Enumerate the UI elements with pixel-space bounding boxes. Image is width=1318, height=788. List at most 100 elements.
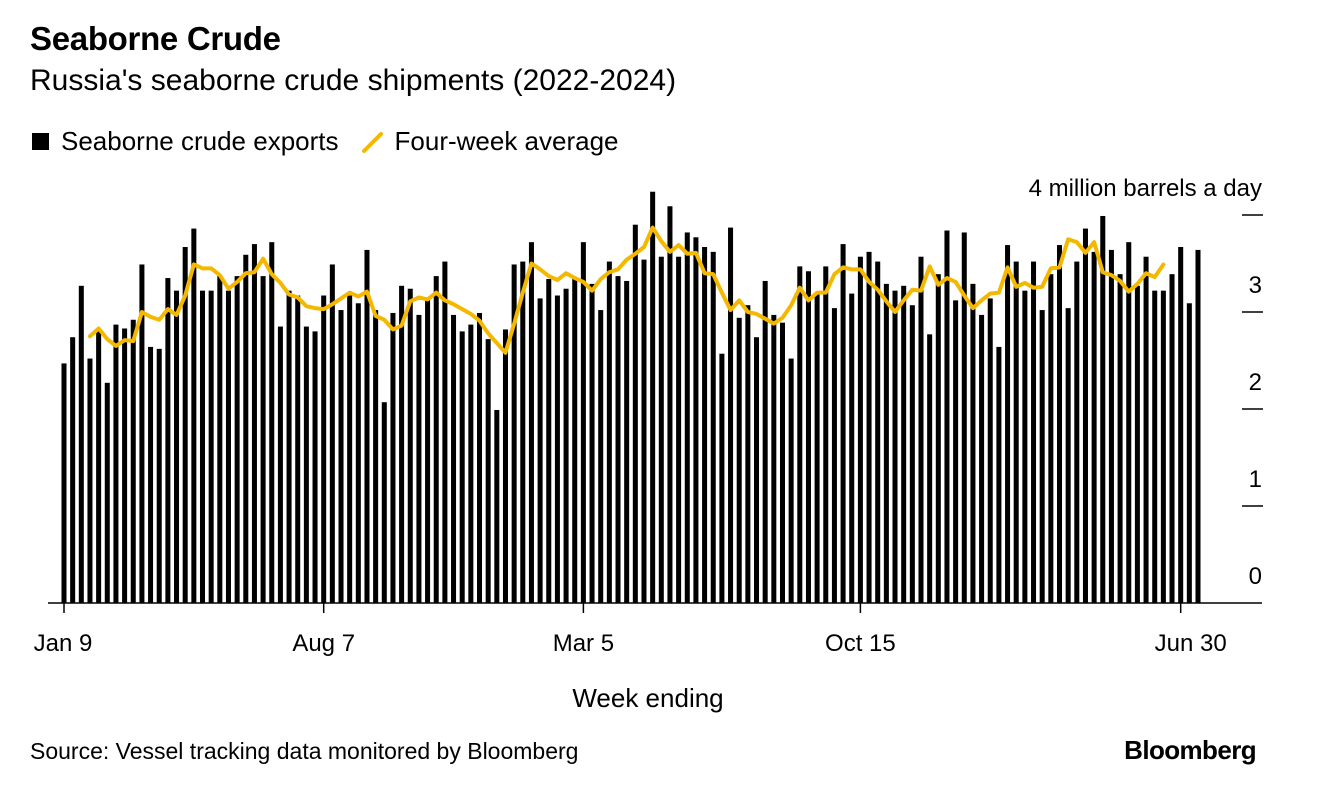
bar	[70, 337, 76, 603]
x-tick-label: Oct 15	[825, 630, 896, 657]
bar	[710, 251, 716, 604]
bar	[719, 353, 725, 603]
bar	[979, 314, 985, 603]
bar	[935, 274, 941, 603]
bar	[1082, 228, 1088, 603]
bar	[199, 290, 206, 603]
legend-item-average: Four-week average	[361, 126, 619, 157]
bar	[451, 314, 457, 603]
legend: Seaborne crude exports Four-week average	[32, 126, 641, 157]
bar	[788, 358, 794, 603]
bar	[1005, 245, 1011, 603]
bar	[589, 283, 595, 603]
bar	[676, 256, 682, 603]
bar	[269, 242, 275, 603]
bar	[78, 285, 84, 603]
bar	[1039, 310, 1045, 603]
bar	[849, 293, 855, 603]
bar	[927, 334, 933, 603]
bar	[1117, 274, 1123, 603]
x-tick-label: Jan 9	[34, 630, 93, 657]
x-tick-label: Aug 7	[292, 630, 355, 657]
bar	[61, 363, 67, 603]
y-tick-label: 1	[1249, 466, 1262, 493]
bar	[260, 276, 266, 603]
bar	[1091, 251, 1097, 604]
bar	[442, 261, 448, 603]
bar	[728, 227, 734, 604]
bar	[805, 271, 811, 603]
bar	[909, 305, 915, 603]
bar	[563, 288, 569, 603]
bar-series	[61, 191, 1201, 604]
bar	[1048, 274, 1054, 603]
bar	[702, 247, 708, 603]
bar	[113, 324, 119, 603]
bar	[1186, 303, 1192, 603]
bar	[364, 249, 370, 604]
bar	[321, 295, 327, 603]
x-axis-title: Week ending	[572, 683, 723, 713]
bar	[208, 290, 214, 603]
bar	[1074, 261, 1080, 603]
bar	[641, 259, 647, 603]
bar	[243, 254, 249, 603]
bar	[1134, 285, 1140, 603]
bar-swatch-icon	[32, 133, 49, 150]
bar	[407, 288, 413, 603]
bar	[840, 244, 846, 603]
bar	[1031, 261, 1037, 603]
bar	[130, 319, 136, 603]
y-tick-label: 4 million barrels a day	[1029, 175, 1262, 202]
bar	[1065, 308, 1071, 603]
bar	[329, 264, 335, 603]
bar	[667, 206, 673, 603]
bar	[1100, 215, 1106, 603]
bar	[944, 230, 950, 603]
x-tick-label: Mar 5	[553, 630, 614, 657]
bar	[693, 237, 699, 603]
bar	[857, 256, 863, 603]
bar	[572, 279, 578, 603]
bar	[970, 283, 976, 603]
bar	[148, 346, 154, 603]
bar	[745, 305, 751, 603]
bar	[485, 339, 491, 603]
bar	[502, 329, 508, 603]
bar	[96, 331, 102, 603]
y-axis: 0 1 2 3 4 million barrels a day	[1029, 175, 1263, 590]
bar	[901, 285, 907, 603]
bar	[866, 251, 872, 604]
bar	[953, 300, 959, 603]
bar	[433, 276, 439, 603]
line-swatch-icon	[361, 131, 383, 153]
bar	[814, 293, 820, 603]
x-tick-label: Jun 30	[1155, 630, 1227, 657]
bar	[425, 298, 431, 603]
bar	[468, 324, 474, 603]
bar	[892, 290, 898, 603]
bar	[416, 314, 422, 603]
bar	[1152, 290, 1158, 603]
bar	[918, 256, 924, 603]
bar	[537, 298, 543, 603]
bar	[182, 247, 188, 603]
bar	[225, 290, 231, 603]
bar	[762, 280, 768, 603]
bar	[234, 276, 240, 603]
bar	[1160, 290, 1166, 603]
bar	[528, 242, 534, 603]
legend-label-exports: Seaborne crude exports	[61, 126, 339, 156]
bar	[606, 261, 612, 603]
bar	[658, 256, 664, 603]
bar	[217, 276, 223, 603]
x-axis: Jan 9 Aug 7 Mar 5 Oct 15 Jun 30	[34, 603, 1227, 657]
bar	[312, 331, 318, 603]
bar	[347, 295, 353, 603]
bar	[615, 276, 621, 603]
bar	[650, 191, 656, 603]
bar	[174, 290, 180, 603]
bar	[1022, 290, 1028, 603]
bar	[251, 244, 257, 603]
bar	[883, 283, 889, 603]
